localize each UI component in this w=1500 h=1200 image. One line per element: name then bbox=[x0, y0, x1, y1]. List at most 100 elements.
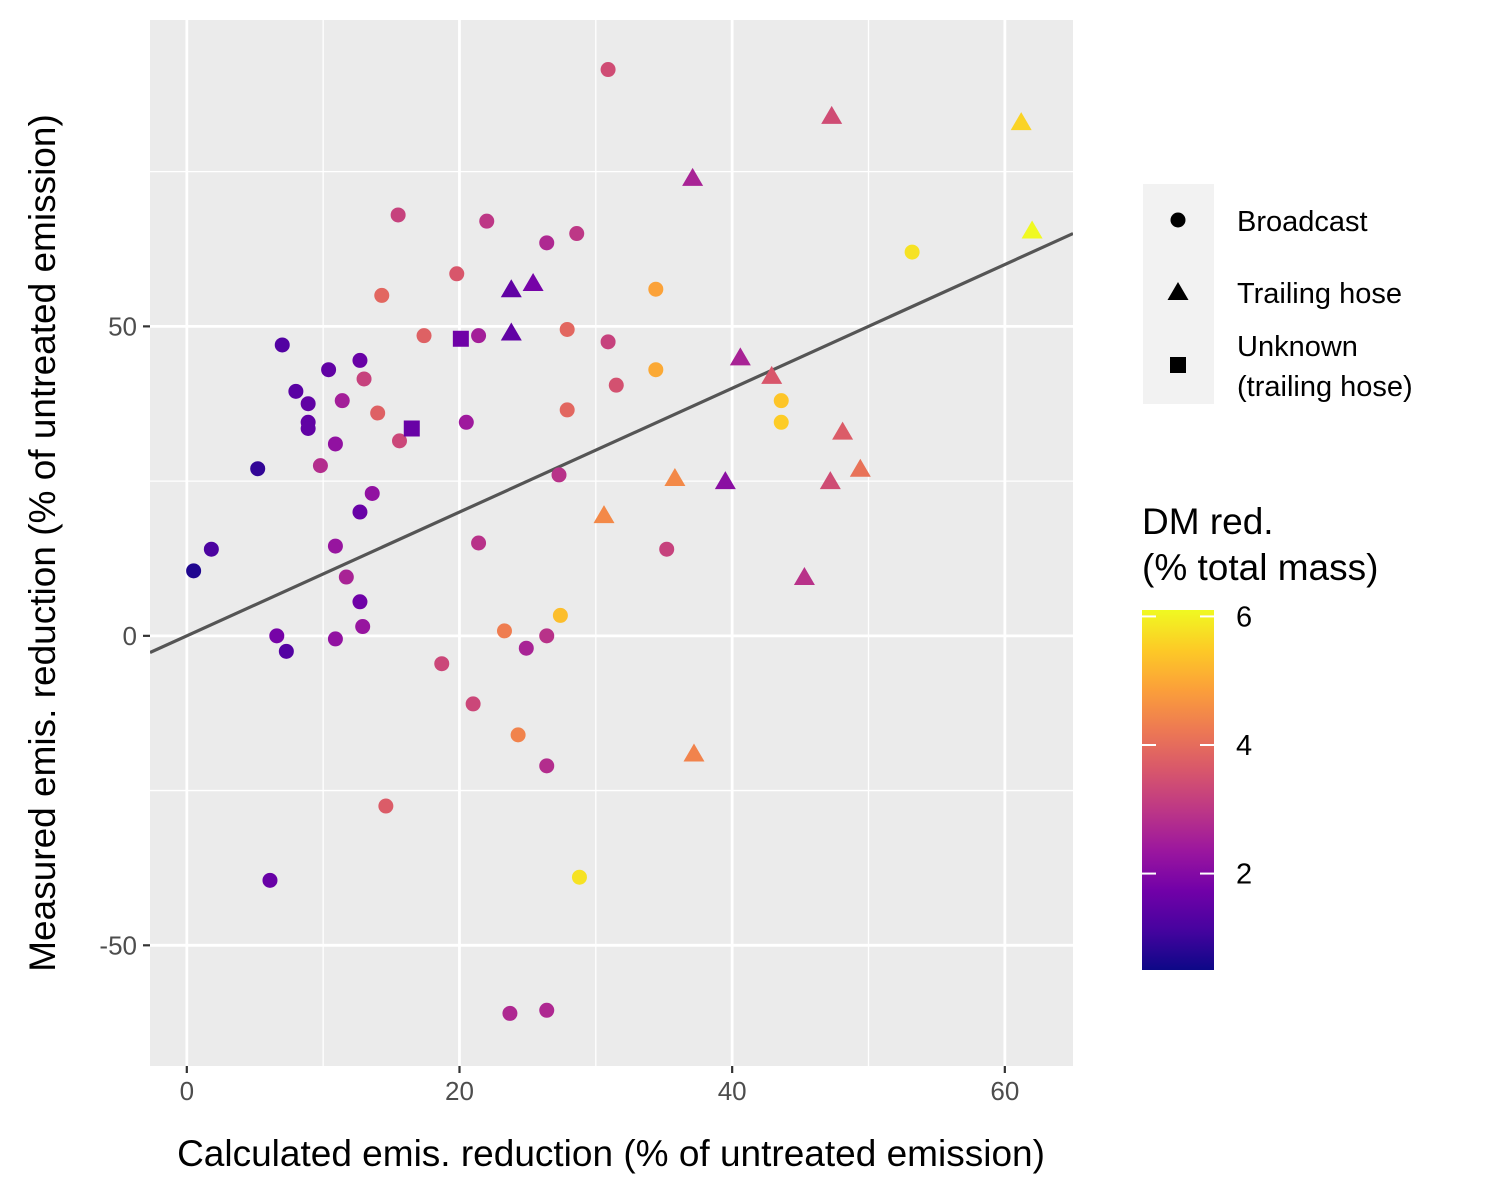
data-point-circle bbox=[648, 281, 664, 297]
data-point-triangle bbox=[761, 365, 783, 384]
data-point-circle bbox=[288, 383, 304, 399]
colorbar-tick-label: 2 bbox=[1236, 859, 1252, 891]
data-point-circle bbox=[539, 235, 555, 251]
x-tick-label: 20 bbox=[445, 1076, 474, 1106]
plot-panel bbox=[150, 20, 1073, 1066]
data-point-triangle bbox=[821, 105, 843, 124]
y-tick-label: 50 bbox=[108, 311, 137, 341]
data-point-circle bbox=[773, 414, 789, 430]
data-point-circle bbox=[496, 623, 512, 639]
legend-label-square: (trailing hose) bbox=[1237, 371, 1413, 403]
data-point-circle bbox=[250, 461, 266, 477]
data-point-circle bbox=[352, 504, 368, 520]
data-point-circle bbox=[355, 619, 371, 635]
data-point-circle bbox=[390, 207, 406, 223]
data-point-triangle bbox=[1010, 112, 1032, 131]
data-point-circle bbox=[465, 696, 481, 712]
data-point-circle bbox=[321, 362, 337, 378]
data-point-circle bbox=[559, 321, 575, 337]
x-tick-label: 60 bbox=[990, 1076, 1019, 1106]
data-point-triangle bbox=[849, 458, 871, 477]
color-legend-title-line: (% total mass) bbox=[1142, 547, 1378, 588]
data-point-circle bbox=[539, 628, 555, 644]
color-legend: DM red. (% total mass) 2 4 6 bbox=[1142, 501, 1378, 970]
colorbar-tick-label: 6 bbox=[1236, 601, 1252, 633]
data-point-circle bbox=[391, 433, 407, 449]
data-point-circle bbox=[659, 541, 675, 557]
legend-label-circle: Broadcast bbox=[1237, 206, 1368, 238]
data-point-circle bbox=[569, 226, 585, 242]
data-point-circle bbox=[479, 213, 495, 229]
data-point-circle bbox=[262, 872, 278, 888]
data-point-triangle bbox=[500, 322, 522, 341]
data-point-triangle bbox=[729, 347, 751, 366]
data-point-circle bbox=[518, 640, 534, 656]
data-point-circle bbox=[608, 377, 624, 393]
data-point-circle bbox=[352, 594, 368, 610]
shape-legend: Broadcast Trailing hose Unknown (trailing h… bbox=[1143, 184, 1413, 404]
data-point-circle bbox=[539, 1002, 555, 1018]
data-points bbox=[186, 62, 1043, 1021]
y-axis-title: Measured emis. reduction (% of untreated… bbox=[22, 114, 63, 972]
x-axis-title: Calculated emis. reduction (% of untreat… bbox=[177, 1133, 1045, 1174]
data-point-triangle bbox=[793, 567, 815, 586]
data-point-circle bbox=[186, 563, 202, 579]
data-point-circle bbox=[274, 337, 290, 353]
legend-label-triangle: Trailing hose bbox=[1237, 278, 1402, 310]
data-point-circle bbox=[352, 352, 368, 368]
data-point-circle bbox=[327, 436, 343, 452]
data-point-circle bbox=[370, 405, 386, 421]
data-point-circle bbox=[278, 643, 294, 659]
data-point-circle bbox=[312, 458, 328, 474]
y-tick-label: -50 bbox=[99, 930, 137, 960]
data-point-circle bbox=[300, 420, 316, 436]
data-point-circle bbox=[434, 656, 450, 672]
x-tick-label: 40 bbox=[718, 1076, 747, 1106]
data-point-triangle bbox=[832, 421, 854, 440]
data-point-circle bbox=[471, 535, 487, 551]
data-point-circle bbox=[648, 362, 664, 378]
colorbar-tick-label: 4 bbox=[1236, 730, 1252, 762]
reference-line bbox=[150, 232, 1073, 655]
y-axis-ticks: -50 0 50 bbox=[99, 311, 150, 960]
data-point-circle bbox=[356, 371, 372, 387]
data-point-circle bbox=[904, 244, 920, 260]
data-point-circle bbox=[327, 538, 343, 554]
x-tick-label: 0 bbox=[180, 1076, 194, 1106]
data-point-circle bbox=[571, 869, 587, 885]
data-point-circle bbox=[334, 393, 350, 409]
data-point-circle bbox=[374, 287, 390, 303]
legend-label-square: Unknown bbox=[1237, 331, 1358, 363]
data-point-triangle bbox=[1021, 220, 1043, 239]
data-point-circle bbox=[502, 1005, 518, 1021]
data-point-circle bbox=[300, 396, 316, 412]
data-point-circle bbox=[269, 628, 285, 644]
legend-key-circle bbox=[1170, 212, 1186, 228]
data-point-circle bbox=[510, 727, 526, 743]
data-point-circle bbox=[338, 569, 354, 585]
colorbar bbox=[1142, 610, 1214, 970]
major-gridlines bbox=[150, 20, 1073, 1066]
data-point-triangle bbox=[500, 279, 522, 298]
data-point-circle bbox=[559, 402, 575, 418]
data-point-triangle bbox=[522, 273, 544, 292]
data-point-circle bbox=[773, 393, 789, 409]
data-point-circle bbox=[364, 485, 380, 501]
data-point-circle bbox=[551, 467, 567, 483]
data-point-triangle bbox=[683, 743, 705, 762]
data-point-circle bbox=[539, 758, 555, 774]
legend-key-square bbox=[1170, 357, 1186, 373]
x-axis-ticks: 0 20 40 60 bbox=[180, 1066, 1019, 1106]
data-point-circle bbox=[378, 798, 394, 814]
data-point-square bbox=[452, 330, 469, 347]
data-point-triangle bbox=[819, 471, 841, 490]
data-point-circle bbox=[449, 266, 465, 282]
data-point-circle bbox=[327, 631, 343, 647]
data-point-circle bbox=[552, 607, 568, 623]
data-point-triangle bbox=[682, 167, 704, 186]
data-point-square bbox=[403, 420, 420, 437]
minor-gridlines bbox=[150, 20, 1073, 1066]
data-point-circle bbox=[416, 328, 432, 344]
data-point-triangle bbox=[593, 505, 615, 524]
